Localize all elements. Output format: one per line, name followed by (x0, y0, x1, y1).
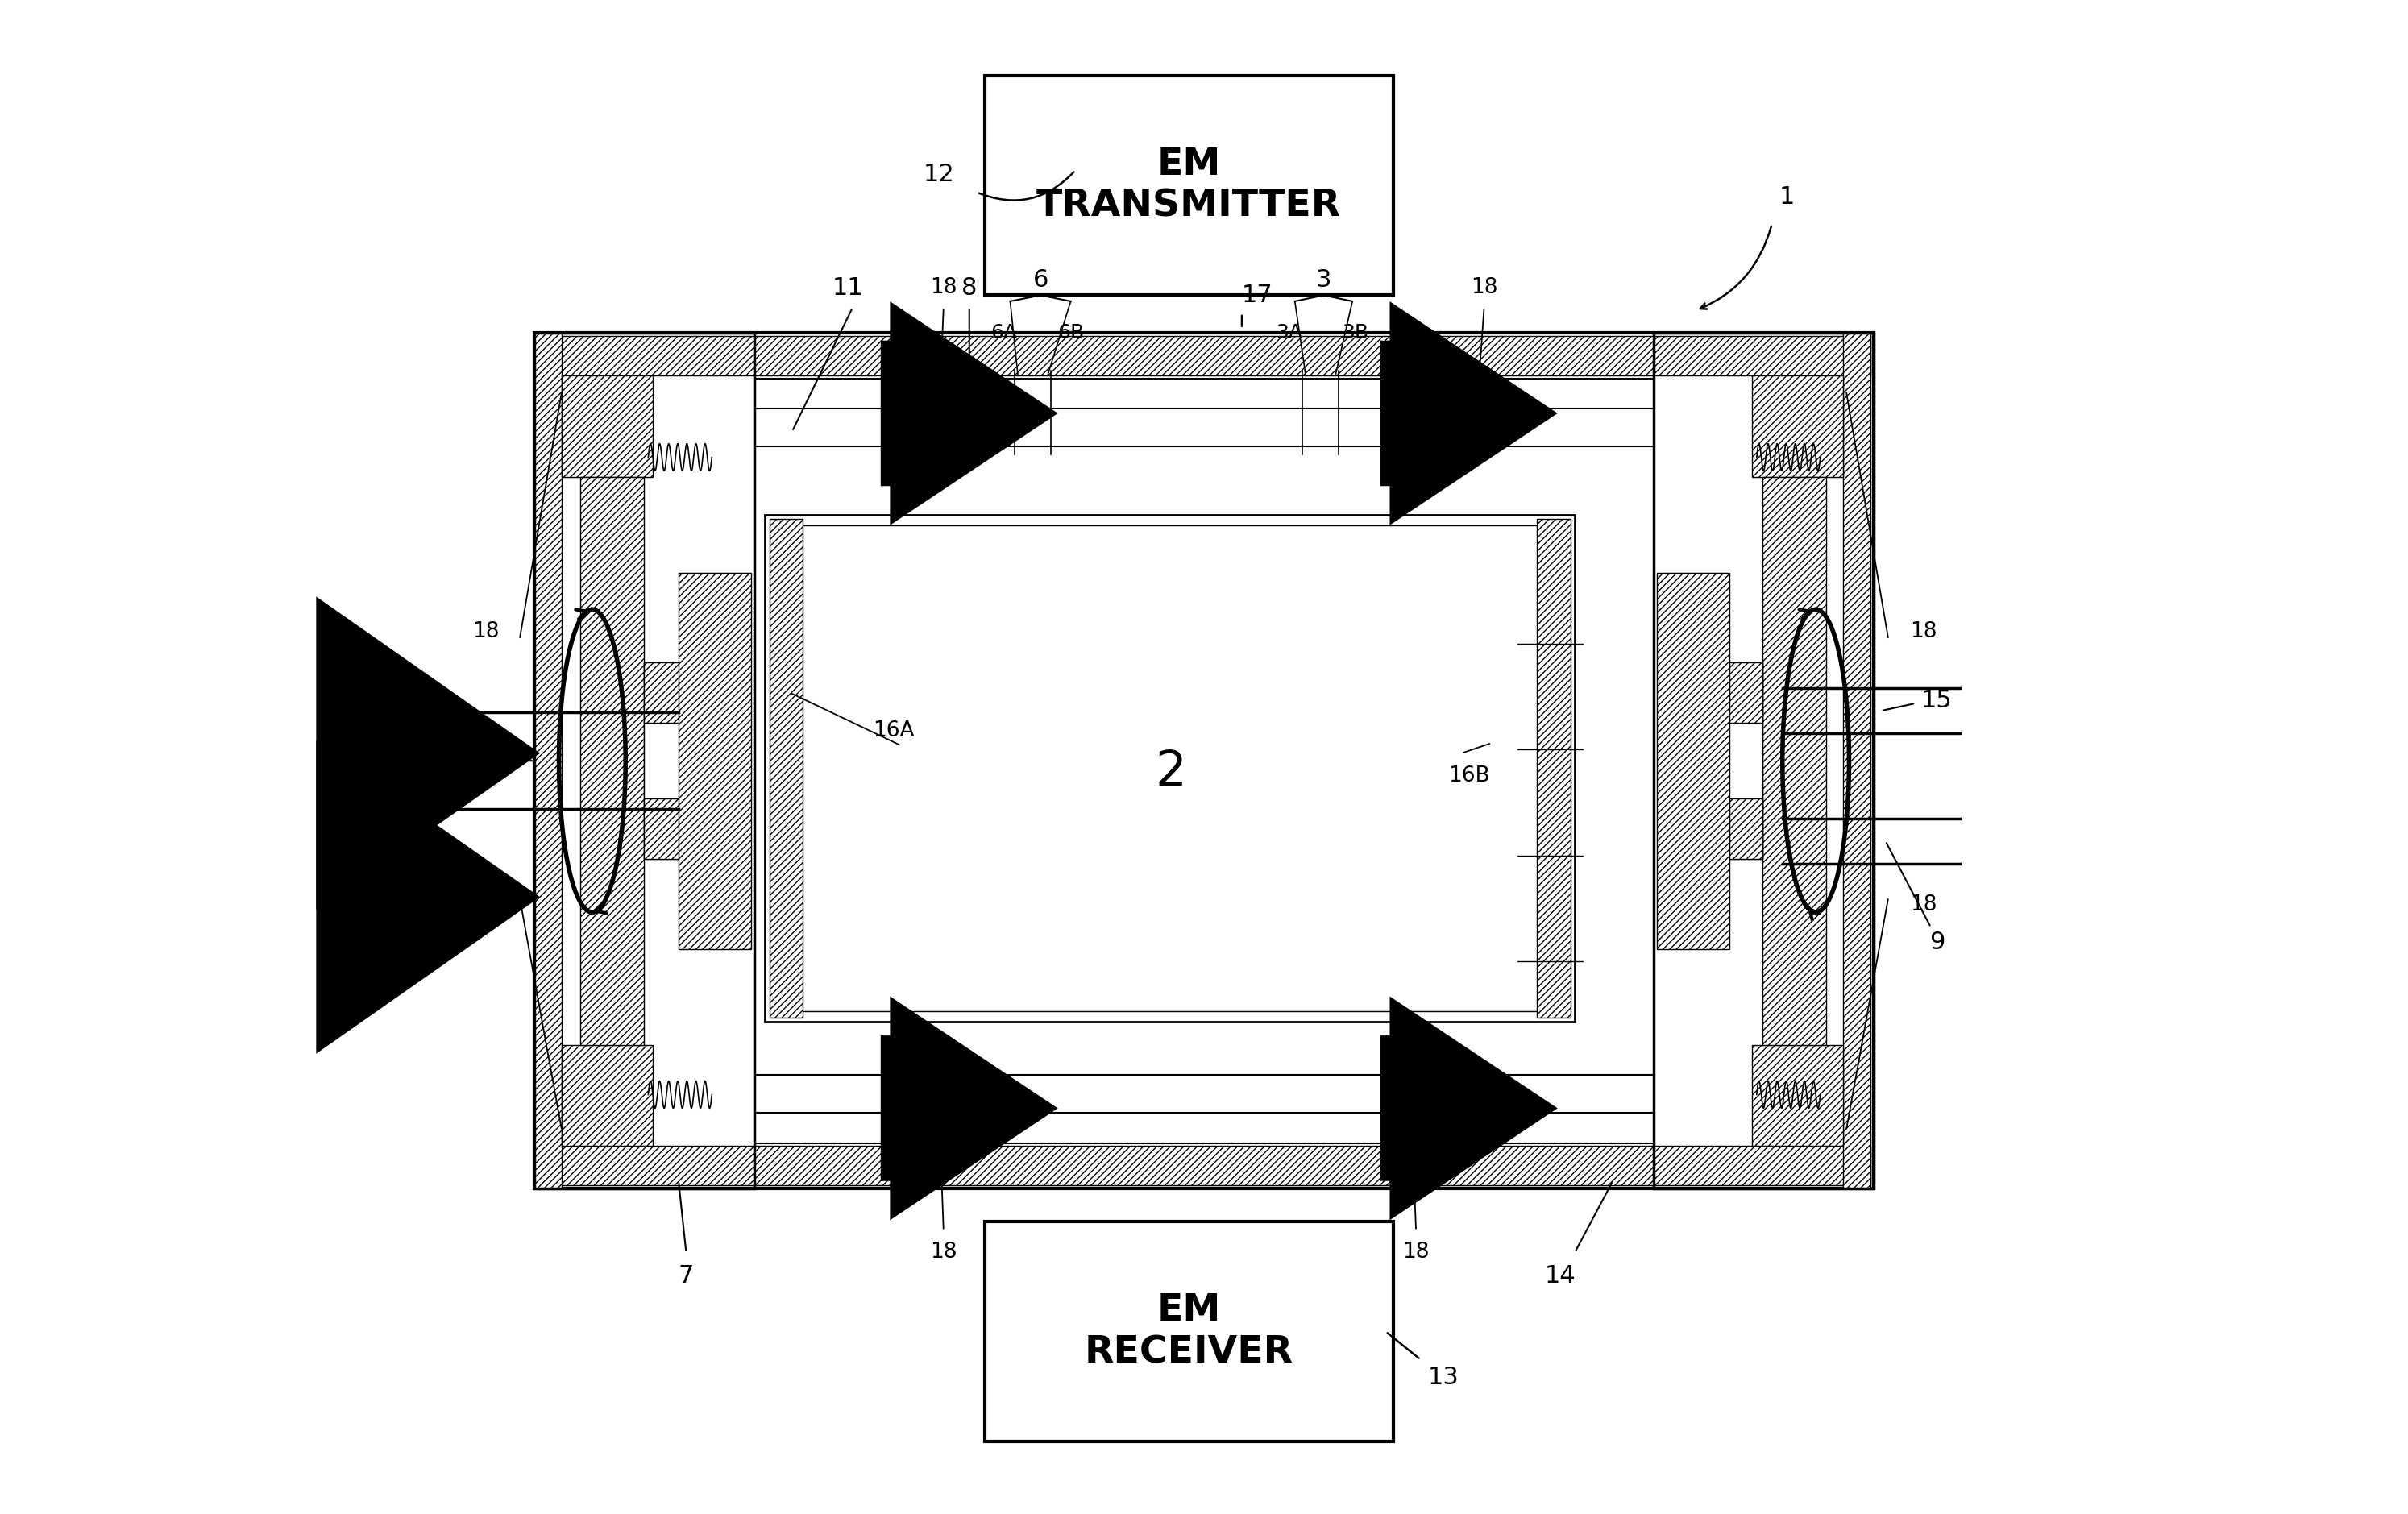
Bar (561, 1045, 653, 1146)
Text: 18: 18 (929, 277, 956, 298)
Bar (1657, 572, 1729, 949)
Text: 6B: 6B (1057, 324, 1084, 342)
Text: 9: 9 (1929, 931, 1946, 954)
Text: 18: 18 (472, 622, 501, 642)
Bar (1536, 519, 1570, 1017)
Text: 12: 12 (922, 162, 954, 186)
Text: 1: 1 (1780, 185, 1794, 209)
Bar (1700, 799, 1763, 860)
Text: 15: 15 (1922, 689, 1953, 712)
Bar (643, 799, 708, 860)
Bar (985, 1222, 1394, 1441)
Text: 16A: 16A (872, 721, 915, 740)
Text: 18: 18 (1401, 1241, 1430, 1263)
Text: 2: 2 (1156, 748, 1187, 796)
Bar (766, 515, 1575, 1022)
Text: 7: 7 (679, 1264, 694, 1288)
Bar (561, 375, 653, 477)
Text: 18: 18 (1910, 895, 1936, 914)
Text: 18: 18 (1910, 622, 1936, 642)
Bar (775, 525, 1565, 1011)
Text: 3A: 3A (1276, 324, 1303, 342)
Text: 6A: 6A (990, 324, 1019, 342)
Bar (580, 477, 643, 1045)
Bar (535, 333, 1873, 1188)
Text: 3B: 3B (1341, 324, 1368, 342)
Bar (771, 519, 802, 1017)
Text: EM
TRANSMITTER: EM TRANSMITTER (1035, 147, 1341, 224)
Text: 13: 13 (1428, 1366, 1459, 1390)
Bar (535, 333, 561, 1188)
Text: 10: 10 (455, 749, 486, 772)
Text: 16B: 16B (1447, 766, 1491, 786)
Bar (1842, 333, 1871, 1188)
Bar (1753, 1045, 1842, 1146)
Bar (1654, 333, 1873, 1188)
Bar (537, 336, 1871, 375)
Bar (985, 76, 1394, 295)
Bar (1753, 375, 1842, 477)
Bar (537, 1146, 1871, 1185)
Text: 11: 11 (833, 276, 864, 300)
Text: 8: 8 (961, 276, 978, 300)
Bar (535, 333, 754, 1188)
Bar (1700, 663, 1763, 860)
Bar (679, 572, 751, 949)
Bar (643, 663, 708, 860)
Text: 14: 14 (1544, 1264, 1575, 1288)
Text: 18: 18 (1471, 277, 1498, 298)
Text: EM
RECEIVER: EM RECEIVER (1084, 1293, 1293, 1370)
Text: 6: 6 (1033, 268, 1047, 292)
Text: 17: 17 (1243, 283, 1271, 307)
Bar (1763, 477, 1825, 1045)
Text: 3: 3 (1315, 268, 1332, 292)
Text: 18: 18 (472, 895, 501, 914)
Bar (1700, 663, 1763, 724)
Text: 18: 18 (929, 1241, 956, 1263)
Bar (643, 663, 708, 724)
